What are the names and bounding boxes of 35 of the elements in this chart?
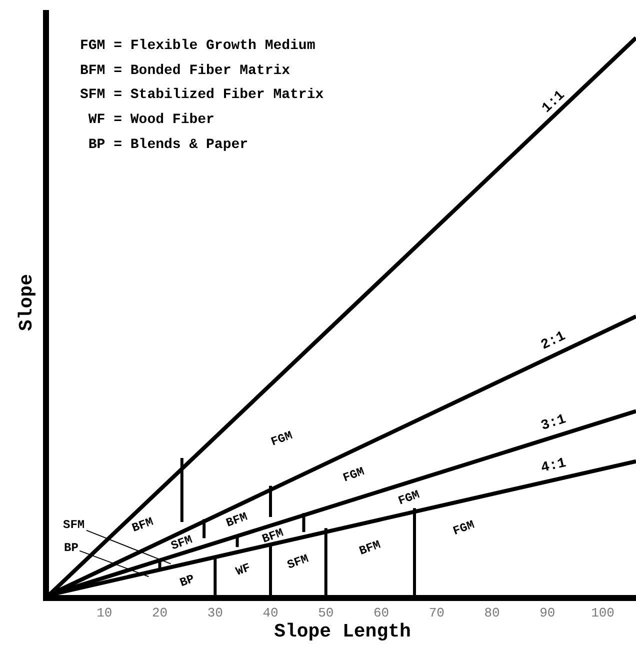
annotation: FGM: [269, 428, 294, 450]
x-axis-title: Slope Length: [274, 620, 411, 643]
x-tick-label: 60: [373, 606, 390, 621]
x-tick-label: 70: [428, 606, 444, 621]
x-tick-label: 80: [484, 606, 500, 621]
annotation: FGM = Flexible Growth Medium: [80, 38, 316, 54]
text: 4:1: [540, 455, 568, 477]
x-tick-label: 100: [591, 606, 614, 621]
annotation: WF = Wood Fiber: [80, 112, 214, 128]
x-tick-label: 40: [262, 606, 278, 621]
annotation: WF: [234, 560, 252, 579]
annotation: FGM: [451, 518, 476, 538]
annotation: FGM: [396, 488, 422, 508]
annotation: BFM: [224, 510, 250, 530]
annotation: BFM = Bonded Fiber Matrix: [80, 63, 291, 79]
annotation: SFM = Stabilized Fiber Matrix: [80, 87, 324, 103]
text: 2:1: [538, 328, 568, 354]
annotation: BFM: [260, 526, 286, 546]
y-axis-title: Slope: [15, 274, 38, 332]
x-tick-label: 50: [318, 606, 334, 621]
x-tick-label: 20: [152, 606, 168, 621]
annotation: BP: [178, 572, 196, 590]
text: 3:1: [539, 412, 568, 434]
annotation: BP = Blends & Paper: [80, 137, 248, 153]
annotation: SFM: [63, 518, 85, 532]
annotation: FGM: [341, 464, 366, 486]
text: 1:1: [539, 88, 568, 117]
annotation: BFM: [130, 514, 156, 536]
annotation: SFM: [285, 552, 311, 572]
x-tick-label: 30: [207, 606, 223, 621]
annotation: BFM: [357, 538, 382, 558]
annotation: SFM: [169, 532, 194, 554]
x-tick-label: 90: [540, 606, 556, 621]
x-tick-label: 10: [96, 606, 112, 621]
annotation: BP: [64, 541, 78, 555]
